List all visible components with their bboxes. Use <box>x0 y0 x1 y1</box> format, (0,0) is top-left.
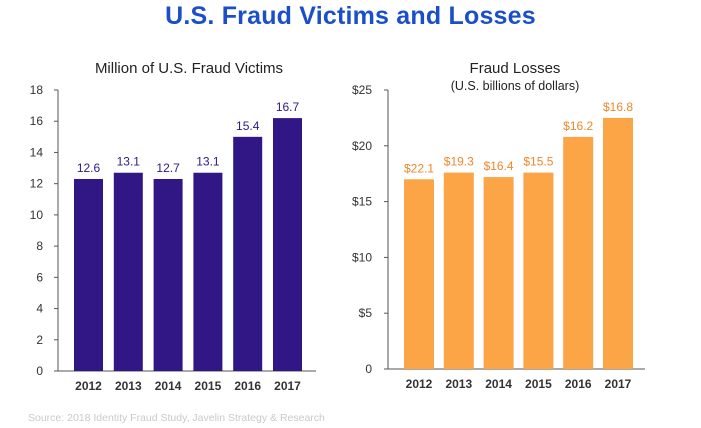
losses-data-label-2015: $15.5 <box>523 155 553 169</box>
victims-y-tick-label: 8 <box>36 239 43 253</box>
victims-bar-2017 <box>273 118 302 371</box>
victims-y-tick-label: 18 <box>30 83 44 97</box>
losses-x-tick-2015: 2015 <box>525 377 552 391</box>
losses-x-tick-2013: 2013 <box>445 377 472 391</box>
victims-bar-2015 <box>193 172 223 371</box>
victims-data-label-2013: 13.1 <box>117 155 141 169</box>
victims-data-label-2012: 12.6 <box>77 161 101 175</box>
losses-y-tick-label: $20 <box>352 139 372 153</box>
victims-bar-2013 <box>113 172 143 371</box>
victims-bar-2016 <box>233 136 263 371</box>
page-title: U.S. Fraud Victims and Losses <box>165 2 536 30</box>
victims-data-label-2017: 16.7 <box>276 100 300 114</box>
victims-x-tick-2014: 2014 <box>155 379 182 393</box>
losses-y-tick-label: $15 <box>352 195 372 209</box>
losses-y-tick-label: $5 <box>359 306 373 320</box>
victims-x-tick-2017: 2017 <box>274 379 301 393</box>
victims-bar-2012 <box>74 178 103 371</box>
losses-data-label-2012: $22.1 <box>404 161 434 175</box>
victims-bar-2014 <box>153 178 183 371</box>
losses-data-label-2013: $19.3 <box>444 155 474 169</box>
victims-chart: Million of U.S. Fraud Victims 12.6 13.1 12… <box>30 60 316 393</box>
losses-bar-2014 <box>483 177 514 369</box>
losses-x-tick-2012: 2012 <box>406 377 433 391</box>
losses-x-tick-2014: 2014 <box>485 377 512 391</box>
losses-bar-2012 <box>404 179 434 369</box>
victims-data-label-2015: 13.1 <box>196 155 220 169</box>
victims-y-tick-label: 14 <box>30 145 44 159</box>
losses-data-label-2016: $16.2 <box>563 119 593 133</box>
losses-data-label-2017: $16.8 <box>603 100 633 114</box>
victims-x-tick-2012: 2012 <box>75 379 102 393</box>
victims-y-tick-label: 12 <box>30 177 44 191</box>
losses-x-tick-2017: 2017 <box>605 377 632 391</box>
losses-data-label-2014: $16.4 <box>484 159 514 173</box>
victims-y-tick-label: 16 <box>30 114 44 128</box>
victims-y-tick-label: 6 <box>36 270 43 284</box>
victims-data-label-2016: 15.4 <box>236 119 260 133</box>
losses-x-tick-2016: 2016 <box>565 377 592 391</box>
losses-chart-subtitle: (U.S. billions of dollars) <box>451 79 580 93</box>
source-note: Source: 2018 Identity Fraud Study, Javel… <box>28 412 325 424</box>
victims-data-label-2014: 12.7 <box>156 161 180 175</box>
losses-bar-2017 <box>603 117 633 370</box>
losses-y-tick-label: $25 <box>352 83 372 97</box>
victims-y-tick-label: 2 <box>36 333 43 347</box>
losses-bar-2016 <box>563 136 594 369</box>
victims-x-tick-2015: 2015 <box>195 379 222 393</box>
victims-x-tick-2016: 2016 <box>234 379 261 393</box>
losses-y-tick-label: $10 <box>352 250 372 264</box>
losses-chart-title: Fraud Losses <box>470 60 561 77</box>
victims-y-tick-label: 4 <box>36 302 43 316</box>
losses-bar-2015 <box>523 172 554 369</box>
losses-bar-2013 <box>443 172 474 369</box>
losses-chart: Fraud Losses (U.S. billions of dollars) … <box>352 60 645 391</box>
victims-x-tick-2013: 2013 <box>115 379 142 393</box>
victims-chart-title: Million of U.S. Fraud Victims <box>95 60 283 77</box>
losses-y-tick-label: 0 <box>365 362 372 376</box>
victims-y-tick-label: 10 <box>30 208 44 222</box>
victims-y-tick-label: 0 <box>36 364 43 378</box>
